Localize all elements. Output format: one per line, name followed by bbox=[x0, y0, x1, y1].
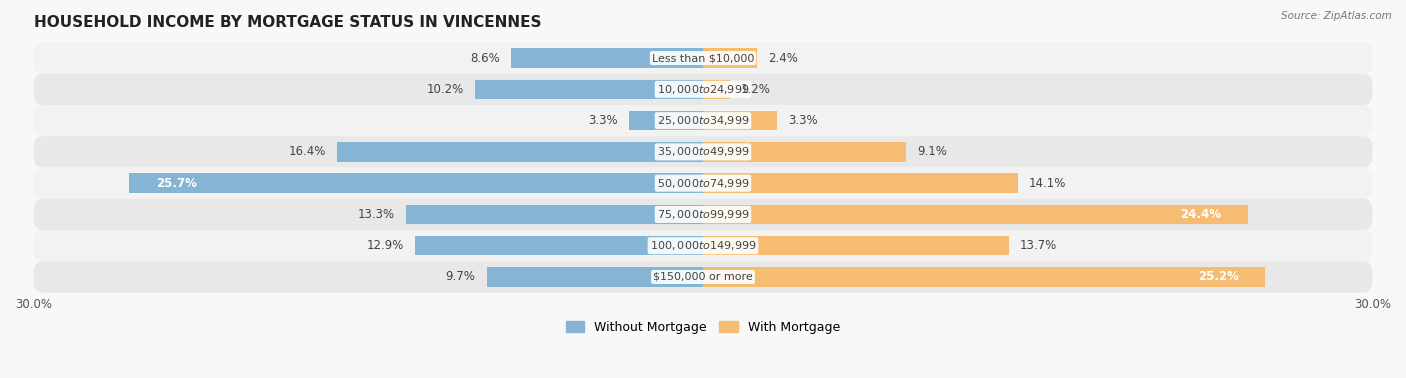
Text: 3.3%: 3.3% bbox=[787, 114, 817, 127]
Bar bbox=[703, 174, 1018, 193]
Bar bbox=[406, 205, 703, 224]
Bar bbox=[510, 48, 703, 68]
Bar bbox=[703, 236, 1008, 256]
Bar bbox=[703, 205, 1247, 224]
Text: 3.3%: 3.3% bbox=[589, 114, 619, 127]
Text: 13.7%: 13.7% bbox=[1019, 239, 1057, 252]
Bar bbox=[703, 48, 756, 68]
Text: 1.2%: 1.2% bbox=[741, 83, 770, 96]
Text: $100,000 to $149,999: $100,000 to $149,999 bbox=[650, 239, 756, 252]
FancyBboxPatch shape bbox=[34, 105, 1372, 136]
Text: $150,000 or more: $150,000 or more bbox=[654, 272, 752, 282]
FancyBboxPatch shape bbox=[34, 261, 1372, 293]
Text: 8.6%: 8.6% bbox=[470, 51, 501, 65]
Bar bbox=[703, 267, 1265, 287]
Text: 16.4%: 16.4% bbox=[288, 146, 326, 158]
Text: HOUSEHOLD INCOME BY MORTGAGE STATUS IN VINCENNES: HOUSEHOLD INCOME BY MORTGAGE STATUS IN V… bbox=[34, 15, 541, 30]
Text: Source: ZipAtlas.com: Source: ZipAtlas.com bbox=[1281, 11, 1392, 21]
Text: 12.9%: 12.9% bbox=[367, 239, 404, 252]
FancyBboxPatch shape bbox=[34, 42, 1372, 74]
Bar bbox=[703, 142, 905, 161]
Text: 2.4%: 2.4% bbox=[768, 51, 797, 65]
Text: 9.7%: 9.7% bbox=[446, 271, 475, 284]
FancyBboxPatch shape bbox=[34, 167, 1372, 199]
Legend: Without Mortgage, With Mortgage: Without Mortgage, With Mortgage bbox=[565, 321, 841, 333]
Text: 13.3%: 13.3% bbox=[359, 208, 395, 221]
Text: $25,000 to $34,999: $25,000 to $34,999 bbox=[657, 114, 749, 127]
Bar bbox=[703, 111, 776, 130]
Text: 25.2%: 25.2% bbox=[1198, 271, 1239, 284]
Text: 14.1%: 14.1% bbox=[1029, 177, 1066, 190]
FancyBboxPatch shape bbox=[34, 136, 1372, 167]
Bar bbox=[337, 142, 703, 161]
Text: $10,000 to $24,999: $10,000 to $24,999 bbox=[657, 83, 749, 96]
FancyBboxPatch shape bbox=[34, 230, 1372, 261]
Bar bbox=[475, 80, 703, 99]
Bar bbox=[703, 80, 730, 99]
Bar bbox=[415, 236, 703, 256]
Text: 9.1%: 9.1% bbox=[917, 146, 948, 158]
Text: Less than $10,000: Less than $10,000 bbox=[652, 53, 754, 63]
FancyBboxPatch shape bbox=[34, 199, 1372, 230]
Bar bbox=[630, 111, 703, 130]
Text: $75,000 to $99,999: $75,000 to $99,999 bbox=[657, 208, 749, 221]
Bar bbox=[486, 267, 703, 287]
Text: $50,000 to $74,999: $50,000 to $74,999 bbox=[657, 177, 749, 190]
Bar bbox=[129, 174, 703, 193]
FancyBboxPatch shape bbox=[34, 74, 1372, 105]
Text: 24.4%: 24.4% bbox=[1180, 208, 1220, 221]
Text: 10.2%: 10.2% bbox=[427, 83, 464, 96]
Text: 25.7%: 25.7% bbox=[156, 177, 197, 190]
Text: $35,000 to $49,999: $35,000 to $49,999 bbox=[657, 146, 749, 158]
